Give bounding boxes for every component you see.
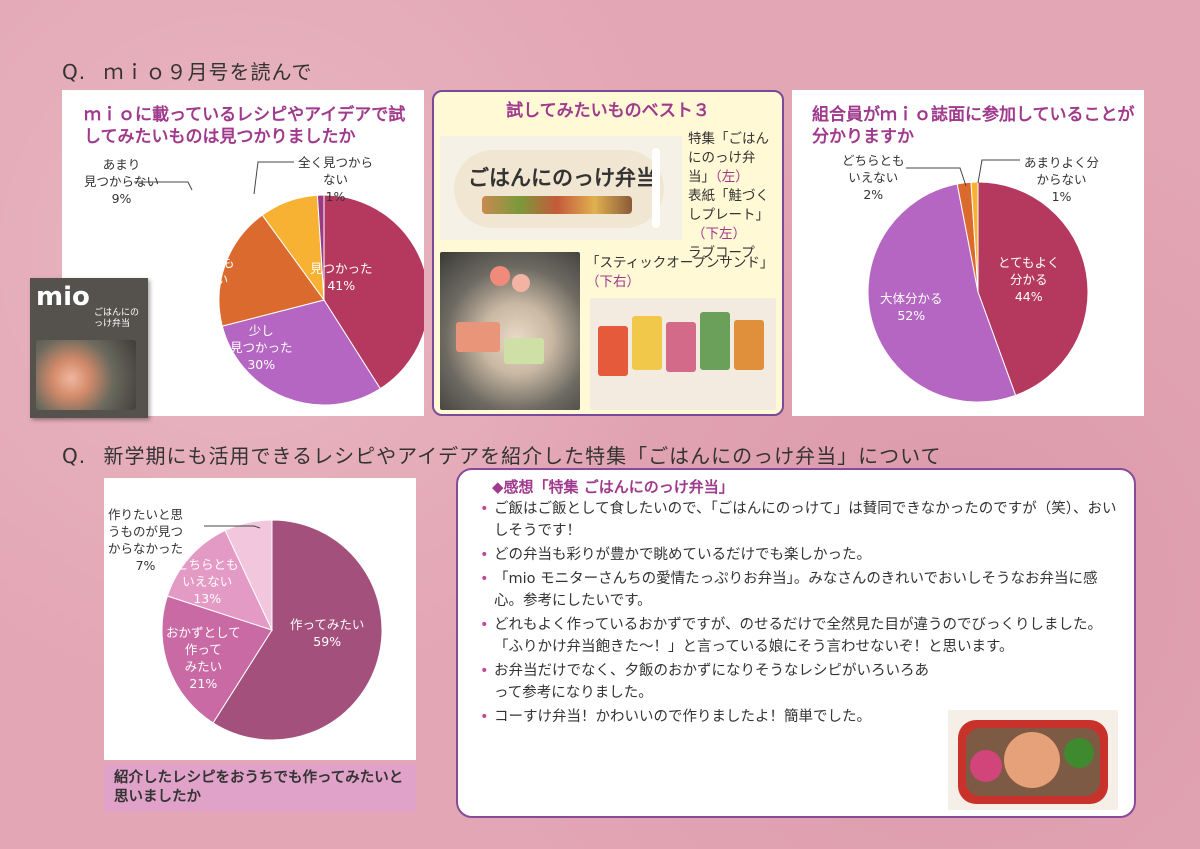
chart-panel-2: 組合員がｍｉｏ誌面に参加していることが分かりますか とてもよく 分かる 44% 大体分…	[792, 90, 1144, 416]
comments-title: ◆感想「特集 ごはんにのっけ弁当」	[492, 478, 734, 496]
slice-percent: 1%	[1051, 189, 1072, 204]
question-1-text: ｍｉｏ９月号を読んで	[103, 60, 313, 84]
pie-chart-2	[867, 159, 1089, 403]
fork-icon	[652, 148, 660, 228]
pie-slice	[161, 595, 273, 724]
question-1: Q. ｍｉｏ９月号を読んで	[62, 56, 312, 85]
pie-slice	[867, 183, 1017, 403]
comments-list: ご飯はご飯として食したいので、「ごはんにのっけて」は賛同できなかったのですが（笑…	[480, 498, 1120, 730]
slice-label: どちらとも いえない 2%	[842, 153, 905, 202]
comment-item: ご飯はご飯として食したいので、「ごはんにのっけて」は賛同できなかったのですが（笑…	[480, 498, 1120, 542]
magazine-logo: mio	[36, 282, 90, 312]
comment-item: 「mio モニターさんちの愛情たっぷりお弁当」。みなさんのきれいでおいしそうなお…	[480, 568, 1120, 612]
pie-slice	[323, 194, 424, 390]
leader-line	[977, 159, 1020, 184]
chart-2-title: 組合員がｍｉｏ誌面に参加していることが分かりますか	[812, 105, 1135, 147]
slice-label: あまりよく分 からない 1%	[1024, 155, 1100, 204]
slice-percent: 7%	[135, 558, 156, 573]
slice-percent: 41%	[327, 278, 356, 293]
slice-label: とてもよく 分かる 44%	[998, 255, 1060, 304]
pie-chart-1	[134, 161, 424, 406]
chart-1-title: ｍｉｏに載っているレシピやアイデアで試してみたいものは見つかりましたか	[84, 105, 406, 147]
magazine-cover: mio ごはんにのっけ弁当	[30, 278, 148, 418]
slice-label: あまり 見つからない 9%	[84, 157, 160, 206]
slice-label: どちらとも いえない 19%	[172, 255, 235, 304]
slice-label: 全く見つから ない 1%	[298, 155, 374, 204]
slice-percent: 19%	[189, 289, 218, 304]
slice-percent: 21%	[189, 676, 218, 691]
slice-label: どちらとも いえない 13%	[176, 557, 239, 606]
question-2-label: Q.	[62, 444, 87, 468]
slice-percent: 2%	[863, 187, 884, 202]
open-sandwich-photo	[590, 298, 776, 410]
slice-percent: 9%	[111, 191, 132, 206]
best3-panel: 試してみたいものベスト３ ごはんにのっけ弁当 特集「ごはん にのっけ弁 当」（左…	[432, 90, 784, 416]
slice-label: 作りたいと思 うものが見つ からなかった 7%	[108, 507, 184, 573]
bento-photo	[948, 710, 1118, 810]
slice-percent: 59%	[313, 634, 342, 649]
slice-label: 大体分かる 52%	[880, 291, 943, 323]
salmon-plate-photo	[440, 252, 580, 410]
magazine-headline: ごはんにのっけ弁当	[94, 308, 140, 329]
slice-percent: 30%	[247, 357, 276, 372]
chart-panel-3: 作ってみたい 59% おかずとして 作って みたい 21% どちらとも いえない 13% 作りたい…	[104, 478, 416, 760]
cover-food-photo	[36, 340, 136, 410]
pie-slice	[316, 194, 325, 301]
pie-slice	[221, 299, 381, 406]
slice-label: 少し 見つかった 30%	[230, 323, 293, 372]
chart-3-title: 紹介したレシピをおうちでも作ってみたいと思いましたか	[114, 770, 404, 805]
question-1-label: Q.	[62, 60, 87, 84]
pie-slice	[218, 214, 325, 327]
slice-label: 見つかった 41%	[310, 261, 373, 293]
chart-3-question-box: 紹介したレシピをおうちでも作ってみたいと思いましたか	[104, 764, 416, 812]
leader-line	[253, 161, 294, 195]
comment-item: お弁当だけでなく、夕飯のおかずになりそうなレシピがいろいろあって参考になりました…	[480, 660, 934, 704]
leader-line	[204, 525, 261, 529]
question-2-text: 新学期にも活用できるレシピやアイデアを紹介した特集「ごはんにのっけ弁当」について	[103, 444, 942, 468]
slice-label: 作ってみたい 59%	[290, 617, 365, 649]
pie-slice	[166, 529, 273, 631]
pie-slice	[212, 519, 383, 741]
comment-item: コーすけ弁当！かわいいので作りましたよ！簡単でした。	[480, 706, 964, 728]
comment-item: どれもよく作っているおかずですが、のせるだけで全然見た目が違うのでびっくりしまし…	[480, 614, 1120, 658]
booklet-cover-photo: ごはんにのっけ弁当	[440, 136, 682, 240]
best3-caption-2: 「スティックオープンサンド」 （下右）	[586, 255, 774, 290]
comments-panel: ◆感想「特集 ごはんにのっけ弁当」 ご飯はご飯として食したいので、「ごはんにのっ…	[456, 468, 1136, 818]
question-2: Q. 新学期にも活用できるレシピやアイデアを紹介した特集「ごはんにのっけ弁当」に…	[62, 440, 941, 469]
slice-percent: 44%	[1014, 289, 1043, 304]
pie-slice	[977, 181, 1089, 397]
best3-title: 試してみたいものベスト３	[506, 101, 710, 121]
pie-slice	[224, 519, 273, 631]
comment-item: どの弁当も彩りが豊かで眺めているだけでも楽しかった。	[480, 544, 1120, 566]
slice-percent: 13%	[193, 591, 222, 606]
best3-caption-1: 特集「ごはん にのっけ弁 当」（左） 表紙「鮭づく しプレート」 （下左） ラブ…	[688, 131, 769, 261]
slice-percent: 1%	[325, 189, 346, 204]
leader-line	[134, 181, 193, 191]
pie-chart-3	[161, 519, 383, 741]
slice-label: おかずとして 作って みたい 21%	[166, 625, 241, 691]
slice-percent: 52%	[897, 308, 926, 323]
leader-line	[906, 167, 967, 187]
booklet-title: ごはんにのっけ弁当	[468, 166, 657, 190]
